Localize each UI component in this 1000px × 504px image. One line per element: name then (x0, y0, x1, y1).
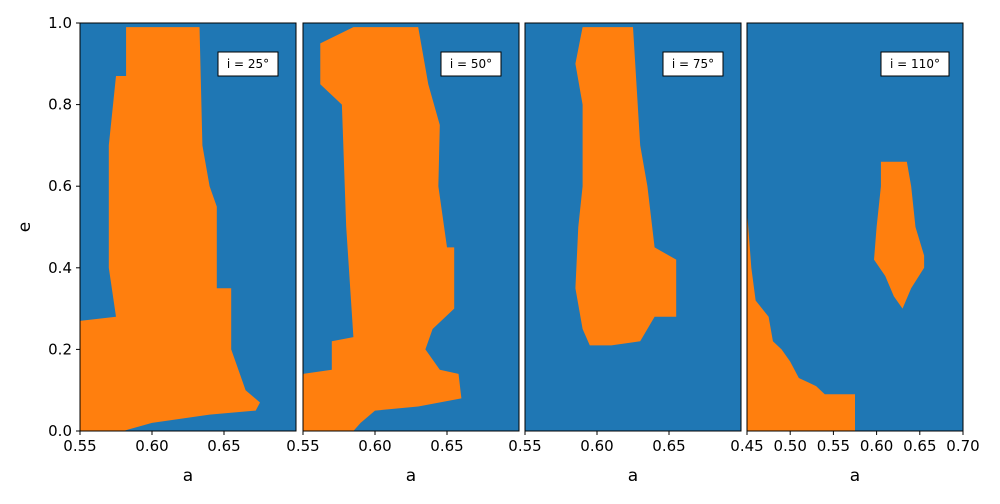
x-tick-label: 0.60 (860, 437, 893, 455)
x-tick-label: 0.70 (946, 437, 979, 455)
x-tick-label: 0.60 (135, 437, 168, 455)
axes-frame (302, 22, 520, 432)
axes-frame (79, 22, 297, 432)
panel: 0.45 0.50 0.55 0.60 0.65 0.70 a i = 110° (730, 22, 980, 486)
x-tick-label: 0.55 (817, 437, 850, 455)
x-tick-label: 0.60 (580, 437, 613, 455)
x-tick-label: 0.55 (286, 437, 319, 455)
annotation: i = 75° (672, 57, 714, 71)
x-tick-label: 0.45 (730, 437, 763, 455)
x-tick-label: 0.55 (508, 437, 541, 455)
y-tick-label: 0.0 (48, 422, 72, 440)
annotation: i = 25° (227, 57, 269, 71)
y-tick-label: 0.4 (48, 259, 72, 277)
annotation: i = 50° (450, 57, 492, 71)
panel: 0.55 0.60 0.65 0.0 0.2 0.4 0.6 0.8 1.0 a e i = 25° (15, 14, 297, 486)
x-axis-label: a (628, 466, 638, 486)
stable-region (874, 161, 925, 309)
x-tick-label: 0.50 (773, 437, 806, 455)
annotation: i = 110° (890, 57, 940, 71)
annotation-box (880, 51, 950, 77)
x-tick-label: 0.65 (207, 437, 240, 455)
axes-frame (524, 22, 742, 432)
annotation-box (662, 51, 724, 77)
x-tick-label: 0.60 (358, 437, 391, 455)
stable-region (575, 27, 677, 346)
x-tick-label: 0.55 (63, 437, 96, 455)
stable-region (747, 210, 855, 431)
x-tick-label: 0.65 (903, 437, 936, 455)
panel: 0.55 0.60 0.65 a i = 75° (508, 22, 742, 486)
x-tick-label: 0.65 (430, 437, 463, 455)
x-axis-label: a (850, 466, 860, 486)
y-tick-label: 0.2 (48, 340, 72, 358)
annotation-box (217, 51, 279, 77)
x-axis-label: a (183, 466, 193, 486)
axes-frame (746, 22, 964, 432)
x-axis-label: a (406, 466, 416, 486)
annotation-box (440, 51, 502, 77)
y-axis-label: e (15, 222, 35, 232)
panel: 0.55 0.60 0.65 a i = 50° (286, 22, 520, 486)
x-tick-label: 0.65 (652, 437, 685, 455)
y-tick-label: 0.6 (48, 177, 72, 195)
stable-region (80, 27, 260, 432)
y-tick-label: 1.0 (48, 14, 72, 32)
stable-region (303, 27, 462, 432)
y-tick-label: 0.8 (48, 96, 72, 114)
